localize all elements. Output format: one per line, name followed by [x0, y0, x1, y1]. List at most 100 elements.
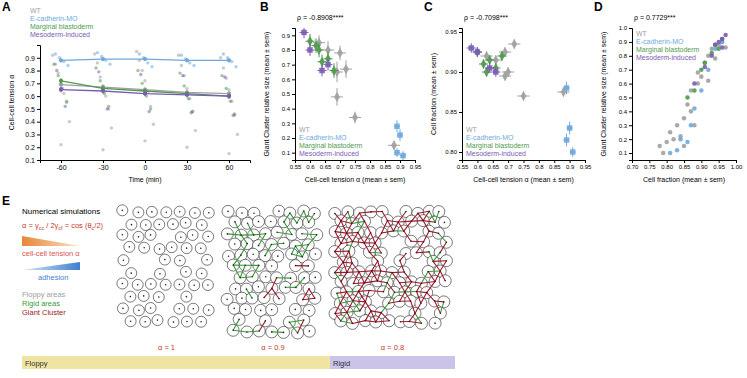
x-axis-tick-label: 0.9	[396, 164, 405, 170]
y-axis-tick-label: 1.0	[619, 25, 628, 31]
y-axis-tick-mark	[37, 122, 40, 123]
cell-center	[334, 213, 336, 215]
cell	[154, 244, 165, 255]
cell	[174, 206, 185, 217]
marker	[570, 149, 575, 154]
y-axis-tick: 0.90	[445, 69, 462, 75]
y-axis-tick-mark	[629, 125, 632, 126]
cell-center	[246, 243, 248, 245]
y-axis-tick-mark	[37, 83, 40, 84]
cell-center	[405, 253, 407, 255]
y-axis-title: Cell-cell tension α	[8, 75, 15, 130]
marker	[664, 140, 669, 145]
x-axis-tick-label: 0.6	[306, 164, 315, 170]
cell-center	[397, 221, 399, 223]
y-axis-tick-label: 0.2	[282, 135, 291, 141]
raw-point	[99, 79, 102, 82]
contact	[435, 301, 441, 313]
x-axis-tick: 0.7	[336, 160, 345, 170]
formula-part: /2)	[94, 221, 103, 230]
contact	[240, 277, 252, 278]
contact	[440, 302, 443, 313]
legend-entry: Marginal blastoderm	[30, 23, 94, 31]
contact	[421, 281, 435, 283]
cell-center	[186, 321, 188, 323]
x-axis-tick-label: 1.00	[731, 164, 743, 170]
x-axis-tick: 0.55	[290, 160, 302, 170]
cell	[196, 219, 207, 230]
y-axis-tick: 0.3	[282, 121, 295, 127]
network	[329, 205, 453, 329]
cell-center	[137, 284, 139, 286]
contact	[340, 303, 347, 312]
contact	[335, 273, 341, 282]
marker	[564, 85, 569, 90]
contact	[272, 278, 277, 289]
x-axis-tick: 0	[144, 160, 148, 171]
cell	[438, 216, 450, 228]
cell-center	[346, 232, 348, 234]
legend-entry: E-cadherin-MO	[299, 134, 347, 141]
cell	[117, 303, 128, 314]
contact	[245, 265, 259, 266]
network	[117, 205, 214, 328]
marker	[227, 94, 231, 98]
marker	[668, 130, 673, 135]
contact	[365, 221, 371, 232]
cell-center	[129, 246, 131, 248]
cell-center	[265, 276, 267, 278]
contact	[303, 298, 315, 300]
x-axis-tick-mark	[684, 160, 685, 163]
marker	[675, 148, 680, 153]
x-axis-tick: 0.55	[457, 160, 469, 170]
y-axis-tick-label: 0.2	[25, 144, 35, 151]
contact	[285, 287, 295, 288]
x-axis-tick-mark	[649, 160, 650, 163]
y-axis-tick-mark	[629, 70, 632, 71]
contact	[296, 265, 309, 266]
x-axis: 0.550.60.650.70.750.80.850.90.95	[457, 160, 592, 170]
cell-center	[428, 210, 430, 212]
y-axis-tick-label: 0.4	[619, 109, 628, 115]
panel-letter: C	[424, 0, 433, 14]
contact	[335, 314, 341, 321]
marker	[699, 74, 704, 79]
cell-center	[164, 259, 166, 261]
tension-label: cell-cell tension α	[22, 249, 80, 258]
cell-center	[244, 264, 246, 266]
contact	[347, 223, 352, 233]
x-axis-tick: 0.6	[306, 160, 315, 170]
contact	[412, 213, 418, 221]
cell-center	[334, 313, 336, 315]
marker	[661, 151, 666, 156]
raw-point	[52, 62, 55, 65]
cell	[273, 205, 285, 217]
network	[221, 205, 323, 339]
y-axis-tick-mark	[629, 84, 632, 85]
marker	[493, 69, 498, 74]
marker	[331, 65, 337, 75]
formula-part: / 2γ	[44, 221, 58, 230]
contact	[248, 223, 254, 235]
marker	[301, 30, 306, 35]
contact	[416, 251, 429, 253]
cell-center	[271, 244, 273, 246]
contact	[423, 211, 429, 220]
contact	[429, 211, 435, 222]
contact	[302, 233, 317, 235]
legend-entry: E-cadherin-MO	[466, 134, 514, 141]
cell-center	[304, 277, 306, 279]
cell	[229, 238, 241, 250]
cell	[229, 216, 241, 228]
cell-center	[404, 291, 406, 293]
y-axis-tick-mark	[37, 96, 40, 97]
contact	[369, 291, 383, 292]
x-axis-tick-mark	[493, 160, 494, 163]
y-axis-tick: 0.80	[445, 149, 462, 155]
contact	[364, 271, 371, 283]
contact	[377, 271, 380, 281]
x-axis-tick-mark	[400, 160, 401, 163]
contact	[433, 261, 440, 271]
cell-center	[260, 310, 262, 312]
cell-center	[314, 213, 316, 215]
